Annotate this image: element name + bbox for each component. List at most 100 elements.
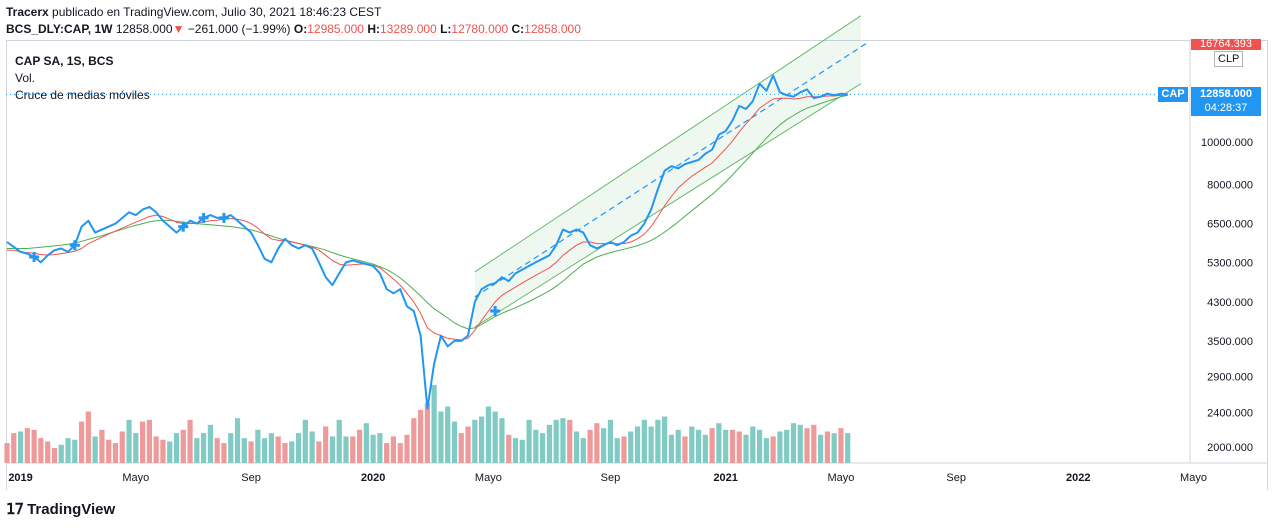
volume-bar — [458, 433, 464, 463]
volume-bar — [587, 429, 593, 463]
volume-bar — [594, 423, 600, 463]
volume-bar — [702, 434, 708, 463]
x-tick-label: 2021 — [713, 472, 737, 484]
price-line[interactable] — [6, 74, 848, 410]
fast-ma-line[interactable] — [7, 94, 848, 341]
volume-bar — [309, 431, 315, 463]
volume-bar — [17, 431, 24, 463]
volume-bar — [526, 419, 532, 463]
channel-mid-line[interactable] — [474, 43, 867, 298]
volume-bar — [411, 418, 417, 463]
volume-bar — [153, 436, 159, 463]
volume-bar — [512, 438, 519, 463]
volume-bar — [445, 406, 451, 463]
volume-bar — [255, 429, 261, 463]
volume-bar — [397, 443, 403, 463]
volume-bar — [431, 385, 437, 463]
volume-bar — [560, 418, 566, 463]
y-tick-label: 6500.000 — [1207, 219, 1253, 231]
volume-bar — [38, 438, 44, 463]
countdown-value: 04:28:37 — [1204, 102, 1248, 114]
volume-bar — [390, 436, 397, 463]
x-tick-label: Sep — [946, 472, 966, 484]
channel-lower-line[interactable] — [474, 83, 862, 328]
volume-bar — [99, 429, 105, 463]
cross-marker-icon — [29, 252, 40, 263]
volume-bar — [329, 436, 336, 463]
slow-ma-line[interactable] — [7, 94, 848, 330]
volume-bar — [85, 411, 91, 463]
volume-bar — [24, 428, 30, 463]
x-tick-label: Sep — [241, 472, 261, 484]
volume-bar — [289, 441, 295, 463]
volume-bar — [682, 436, 688, 463]
x-tick-label: Mayo — [1180, 472, 1207, 484]
volume-bar — [78, 421, 85, 463]
y-tick-label: 2400.000 — [1207, 407, 1253, 419]
volume-bar — [424, 403, 430, 463]
volume-bar — [51, 448, 58, 463]
volume-bar — [621, 436, 627, 463]
high-label: H: — [367, 22, 380, 36]
volume-bar — [119, 431, 125, 463]
y-tick-label: 2900.000 — [1207, 372, 1253, 384]
volume-bar — [377, 433, 383, 463]
open-value: 12985.000 — [307, 22, 364, 36]
volume-bar — [601, 428, 607, 463]
volume-bar — [485, 406, 491, 463]
low-label: L: — [440, 22, 452, 36]
currency-label[interactable]: CLP — [1214, 51, 1244, 67]
volume-bar — [811, 424, 817, 463]
volume-bar — [784, 429, 790, 463]
volume-bar — [221, 443, 227, 463]
close-value: 12858.000 — [524, 22, 581, 36]
legend-volume[interactable]: Vol. — [15, 71, 36, 85]
volume-bar — [106, 439, 112, 463]
volume-bar — [72, 439, 78, 463]
volume-bar — [268, 433, 275, 463]
cross-marker-icon — [218, 212, 229, 223]
legend-title[interactable]: CAP SA, 1S, BCS — [15, 54, 114, 68]
volume-bar — [573, 431, 580, 463]
volume-bar — [316, 441, 322, 463]
last-price-value: 12858.000 — [1200, 88, 1252, 100]
legend-indicator[interactable]: Cruce de medias móviles — [15, 88, 150, 102]
volume-bar — [607, 419, 614, 463]
volume-bar — [438, 411, 444, 463]
volume-bar — [675, 429, 681, 463]
open-label: O: — [293, 22, 308, 36]
x-tick-label: Sep — [601, 472, 621, 484]
volume-bar — [580, 438, 586, 463]
brand-name: TradingView — [27, 500, 116, 518]
y-tick-label: 4300.000 — [1207, 297, 1253, 309]
volume-bar — [614, 438, 620, 463]
cross-marker-icon — [490, 305, 501, 316]
volume-bar — [546, 424, 552, 463]
volume-bar — [302, 419, 308, 463]
change-value: −261.000 (−1.99%) — [187, 22, 291, 36]
volume-bar — [451, 421, 458, 463]
volume-bar — [133, 433, 139, 463]
volume-bar — [126, 419, 132, 463]
channel-upper-line[interactable] — [474, 15, 862, 273]
volume-bar — [797, 424, 803, 463]
volume-bar — [234, 418, 241, 463]
volume-bar — [770, 436, 776, 463]
volume-bar — [818, 434, 824, 463]
footer-brand[interactable]: 𝟣𝟩 TradingView — [6, 500, 116, 519]
volume-bar — [723, 429, 729, 463]
volume-bar — [140, 421, 146, 463]
tradingview-logo-icon: 𝟣𝟩 — [6, 501, 24, 518]
volume-bar — [45, 441, 51, 463]
volume-bar — [628, 431, 634, 463]
ohlc-bar: BCS_DLY:CAP, 1W 12858.000▼ −261.000 (−1.… — [6, 22, 581, 36]
volume-bar — [743, 434, 749, 463]
cross-marker-icon — [69, 240, 80, 251]
volume-bar — [465, 426, 471, 463]
volume-bar — [472, 419, 478, 463]
volume-bar — [756, 429, 763, 463]
volume-bar — [716, 423, 722, 463]
volume-bar — [567, 419, 573, 463]
volume-bar — [295, 433, 302, 463]
